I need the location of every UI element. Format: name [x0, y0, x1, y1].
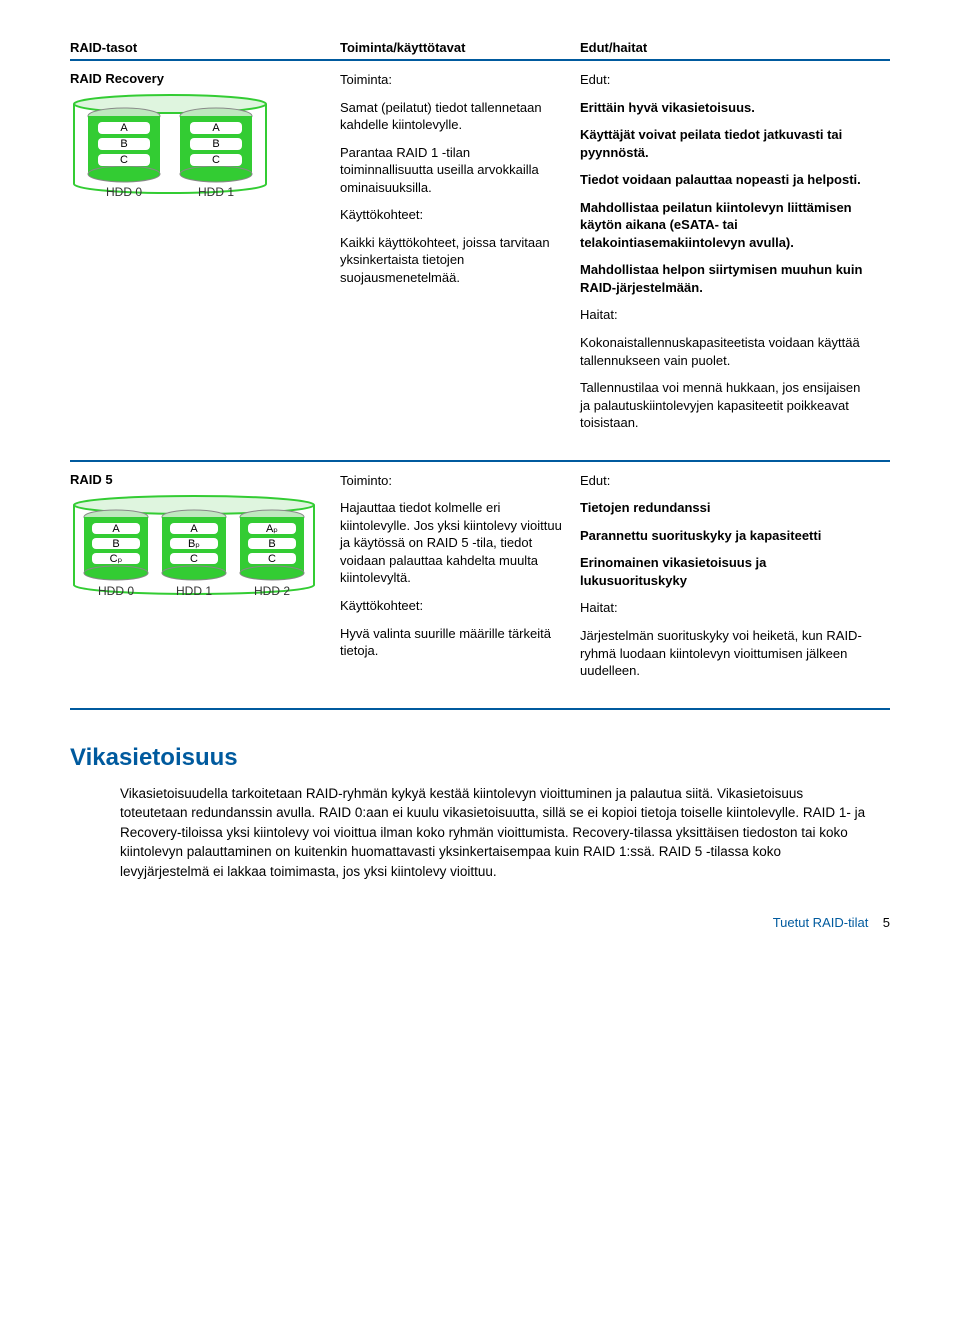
con-item: Kokonaistallennuskapasiteetista voidaan … [580, 334, 874, 369]
raid-recovery-diagram: A B C HDD 0 A B C [70, 94, 324, 207]
cell-pros-cons: Edut: Erittäin hyvä vikasietoisuus. Käyt… [580, 71, 890, 442]
cons-heading: Haitat: [580, 599, 874, 617]
svg-text:C: C [190, 553, 198, 565]
cell-operation: Toiminto: Hajauttaa tiedot kolmelle eri … [340, 472, 580, 690]
stripe-label: A [212, 122, 220, 134]
raid-name: RAID Recovery [70, 71, 324, 86]
usecases-text: Hyvä valinta suurille määrille tärkeitä … [340, 625, 564, 660]
stripe-label: C [120, 154, 128, 166]
table-row: RAID Recovery A [70, 61, 890, 462]
table-row: RAID 5 A B Cₚ [70, 462, 890, 710]
raid-name: RAID 5 [70, 472, 324, 487]
pro-item: Käyttäjät voivat peilata tiedot jatkuvas… [580, 126, 874, 161]
svg-text:HDD 0: HDD 0 [98, 584, 134, 598]
svg-text:Aₚ: Aₚ [266, 523, 278, 535]
cell-raid-level: RAID 5 A B Cₚ [70, 472, 340, 690]
usecases-heading: Käyttökohteet: [340, 597, 564, 615]
pros-heading: Edut: [580, 472, 874, 490]
stripe-label: B [212, 138, 219, 150]
footer-label: Tuetut RAID-tilat [773, 915, 869, 930]
con-item: Tallennustilaa voi mennä hukkaan, jos en… [580, 379, 874, 432]
cell-raid-level: RAID Recovery A [70, 71, 340, 442]
usecases-heading: Käyttökohteet: [340, 206, 564, 224]
section-body: Vikasietoisuudella tarkoitetaan RAID-ryh… [70, 784, 890, 882]
pro-item: Tiedot voidaan palauttaa nopeasti ja hel… [580, 171, 874, 189]
section-title: Vikasietoisuus [70, 744, 890, 772]
cons-heading: Haitat: [580, 306, 874, 324]
pros-heading: Edut: [580, 71, 874, 89]
con-item: Järjestelmän suorituskyky voi heiketä, k… [580, 627, 874, 680]
pro-item: Parannettu suorituskyky ja kapasiteetti [580, 527, 874, 545]
cell-pros-cons: Edut: Tietojen redundanssi Parannettu su… [580, 472, 890, 690]
operation-text: Hajauttaa tiedot kolmelle eri kiintolevy… [340, 499, 564, 587]
cell-operation: Toiminta: Samat (peilatut) tiedot tallen… [340, 71, 580, 442]
usecases-text: Kaikki käyttökohteet, joissa tarvitaan y… [340, 234, 564, 287]
pro-item: Erittäin hyvä vikasietoisuus. [580, 99, 874, 117]
stripe-label: B [120, 138, 127, 150]
hdd-label: HDD 0 [106, 185, 142, 199]
svg-text:HDD 2: HDD 2 [254, 584, 290, 598]
pro-item: Erinomainen vikasietoisuus ja lukusuorit… [580, 554, 874, 589]
raid5-diagram: A B Cₚ HDD 0 A Bₚ [70, 495, 324, 608]
page-footer: Tuetut RAID-tilat 5 [70, 915, 890, 930]
operation-text: Samat (peilatut) tiedot tallennetaan kah… [340, 99, 564, 134]
svg-text:A: A [190, 523, 198, 535]
stripe-label: C [212, 154, 220, 166]
svg-text:C: C [268, 553, 276, 565]
pro-item: Mahdollistaa helpon siirtymisen muuhun k… [580, 261, 874, 296]
svg-text:A: A [112, 523, 120, 535]
svg-text:HDD 1: HDD 1 [176, 584, 212, 598]
th-pros-cons: Edut/haitat [580, 40, 890, 55]
hdd-label: HDD 1 [198, 185, 234, 199]
raid-table: RAID-tasot Toiminta/käyttötavat Edut/hai… [70, 40, 890, 710]
stripe-label: A [120, 122, 128, 134]
svg-text:B: B [268, 538, 275, 550]
operation-heading: Toiminto: [340, 472, 564, 490]
th-raid-levels: RAID-tasot [70, 40, 340, 55]
pro-item: Mahdollistaa peilatun kiintolevyn liittä… [580, 199, 874, 252]
operation-heading: Toiminta: [340, 71, 564, 89]
svg-text:Cₚ: Cₚ [110, 553, 123, 565]
th-operation: Toiminta/käyttötavat [340, 40, 580, 55]
pro-item: Tietojen redundanssi [580, 499, 874, 517]
svg-text:B: B [112, 538, 119, 550]
svg-text:Bₚ: Bₚ [188, 538, 200, 550]
page-number: 5 [883, 915, 890, 930]
table-header-row: RAID-tasot Toiminta/käyttötavat Edut/hai… [70, 40, 890, 61]
operation-text: Parantaa RAID 1 -tilan toiminnallisuutta… [340, 144, 564, 197]
